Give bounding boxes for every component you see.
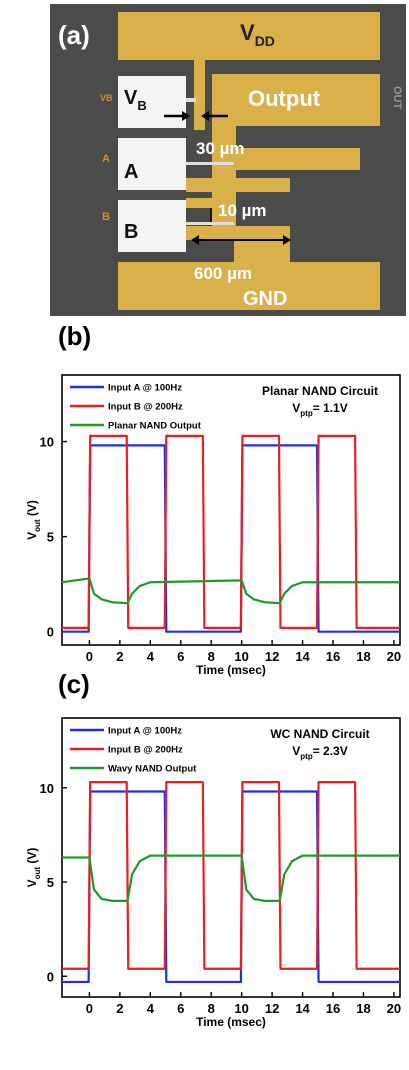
panel-label: (c) bbox=[58, 669, 90, 699]
y-axis-label-rest: (V) bbox=[25, 848, 39, 867]
pad-tag: VB bbox=[100, 93, 113, 103]
vptp: Vptp= 2.3V bbox=[292, 744, 347, 761]
x-tick-label: 6 bbox=[177, 649, 184, 664]
y-axis-label: Vout (V) bbox=[25, 848, 42, 888]
vptp-rest: = 2.3V bbox=[313, 744, 348, 758]
x-tick-label: 2 bbox=[116, 1001, 123, 1016]
vdd-main: V bbox=[240, 20, 255, 45]
vptp-main: V bbox=[292, 401, 300, 415]
plot-frame bbox=[61, 374, 401, 646]
x-axis-label: Time (msec) bbox=[196, 1015, 266, 1029]
x-axis-label: Time (msec) bbox=[196, 663, 266, 677]
legend-label: Wavy NAND Output bbox=[108, 764, 197, 775]
y-tick-label: 10 bbox=[40, 435, 54, 450]
panel-label: (a) bbox=[58, 20, 90, 50]
y-axis-label-rest: (V) bbox=[25, 500, 39, 519]
x-tick-label: 0 bbox=[86, 1001, 93, 1016]
x-tick-label: 10 bbox=[234, 1001, 248, 1016]
x-tick-label: 18 bbox=[356, 1001, 370, 1016]
data-line bbox=[62, 854, 400, 902]
x-tick-label: 0 bbox=[86, 649, 93, 664]
y-axis-label-sub: out bbox=[33, 519, 42, 532]
vdd-sub: DD bbox=[255, 33, 275, 49]
pad-tag: B bbox=[102, 211, 110, 223]
vdd-label: VDD bbox=[240, 20, 275, 49]
vb-sub: B bbox=[137, 98, 146, 113]
gap-label: 30 µm bbox=[196, 139, 245, 158]
x-tick-label: 10 bbox=[234, 649, 248, 664]
x-tick-label: 16 bbox=[326, 649, 340, 664]
output-label: Output bbox=[248, 86, 321, 111]
pad-tag: A bbox=[102, 153, 110, 165]
out-tag: OUT bbox=[391, 86, 403, 110]
vptp-sub: ptp bbox=[300, 409, 313, 418]
vptp: Vptp= 1.1V bbox=[292, 401, 347, 418]
legend-label: Planar NAND Output bbox=[108, 421, 202, 432]
legend-label: Input B @ 200Hz bbox=[108, 402, 183, 413]
pad-b-label: B bbox=[124, 221, 138, 243]
y-axis-label-sub: out bbox=[33, 867, 42, 880]
x-tick-label: 6 bbox=[177, 1001, 184, 1016]
metal-pads bbox=[118, 12, 380, 310]
legend-label: Input A @ 100Hz bbox=[108, 383, 182, 394]
y-tick-label: 0 bbox=[47, 969, 54, 984]
pad-a-label: A bbox=[124, 161, 138, 183]
data-line bbox=[62, 790, 400, 984]
vb-main: V bbox=[124, 87, 138, 109]
x-tick-label: 12 bbox=[265, 1001, 279, 1016]
x-tick-label: 12 bbox=[265, 649, 279, 664]
legend-label: Input B @ 200Hz bbox=[108, 745, 183, 756]
x-tick-label: 4 bbox=[147, 1001, 155, 1016]
vptp-main: V bbox=[292, 744, 300, 758]
y-axis-label-main: V bbox=[25, 532, 39, 540]
y-tick-label: 10 bbox=[40, 781, 54, 796]
y-tick-label: 0 bbox=[47, 625, 54, 640]
annotation: WC NAND Circuit bbox=[270, 727, 369, 741]
x-tick-label: 8 bbox=[208, 1001, 215, 1016]
gnd-label: GND bbox=[243, 288, 287, 310]
panel-label: (b) bbox=[58, 321, 91, 351]
x-tick-label: 4 bbox=[147, 649, 155, 664]
white-pads bbox=[118, 76, 186, 252]
x-tick-label: 18 bbox=[356, 649, 370, 664]
arrows bbox=[164, 111, 291, 245]
gap-label: 10 µm bbox=[218, 201, 267, 220]
vb-label: VB bbox=[124, 87, 147, 113]
plot-frame bbox=[61, 717, 401, 998]
y-tick-label: 5 bbox=[47, 875, 54, 890]
y-axis-label: Vout (V) bbox=[25, 500, 42, 540]
length-label: 600 µm bbox=[194, 264, 252, 283]
x-tick-label: 8 bbox=[208, 649, 215, 664]
micrograph: (a) VDD VB Output 30 µm A B 10 µm 600 µm… bbox=[50, 4, 406, 316]
x-tick-label: 16 bbox=[326, 1001, 340, 1016]
x-tick-label: 20 bbox=[387, 649, 401, 664]
data-line bbox=[61, 577, 400, 605]
vptp-sub: ptp bbox=[300, 752, 313, 761]
x-tick-label: 20 bbox=[387, 1001, 401, 1016]
x-tick-label: 2 bbox=[116, 649, 123, 664]
x-tick-label: 14 bbox=[295, 649, 310, 664]
data-line bbox=[62, 444, 400, 633]
data-line bbox=[62, 434, 400, 629]
x-tick-label: 14 bbox=[295, 1001, 310, 1016]
y-tick-label: 5 bbox=[47, 530, 54, 545]
y-axis-label-main: V bbox=[25, 879, 39, 887]
annotation: Planar NAND Circuit bbox=[262, 384, 378, 398]
vptp-rest: = 1.1V bbox=[313, 401, 348, 415]
legend-label: Input A @ 100Hz bbox=[108, 726, 182, 737]
data-line bbox=[62, 780, 400, 970]
